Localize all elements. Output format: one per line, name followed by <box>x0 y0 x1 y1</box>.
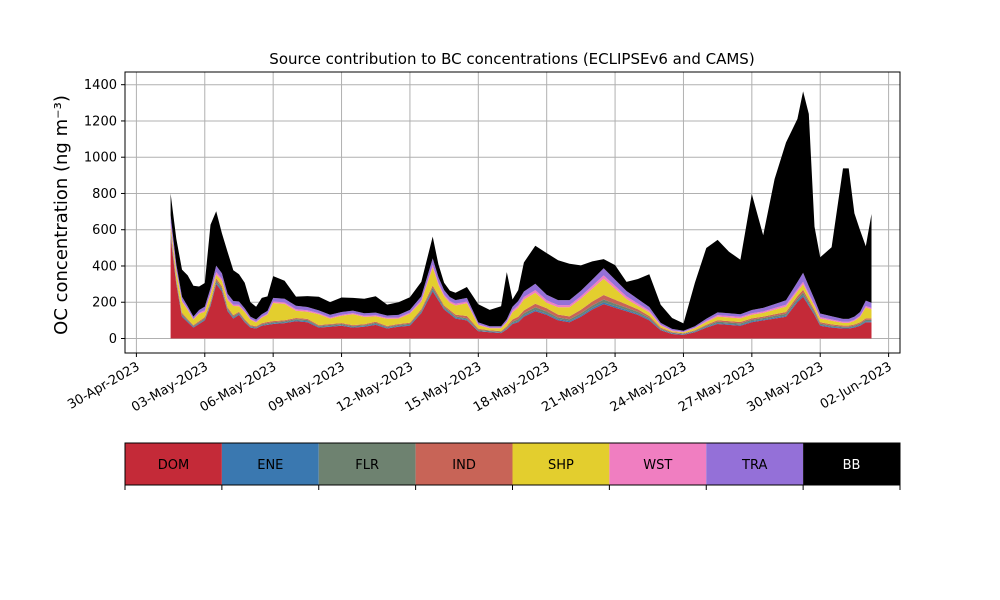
x-axis-ticks: 30-Apr-202303-May-202306-May-202309-May-… <box>65 353 895 415</box>
y-tick-label: 800 <box>92 187 117 202</box>
legend-swatch-dom <box>125 443 222 485</box>
x-tick-label: 02-Jun-2023 <box>818 359 895 412</box>
legend-label: SHP <box>548 458 574 473</box>
area-series-bb <box>170 91 872 331</box>
y-tick-label: 0 <box>109 332 117 347</box>
legend-label: ENE <box>257 458 283 473</box>
legend-swatch-bb <box>803 443 900 485</box>
x-tick-label: 06-May-2023 <box>197 359 279 415</box>
legend-label: IND <box>452 458 476 473</box>
x-tick-label: 24-May-2023 <box>608 359 690 415</box>
stacked-areas <box>170 91 872 339</box>
legend: DOM ENE FLR IND SHP WST TRA BB <box>124 442 901 490</box>
x-tick-label: 27-May-2023 <box>676 359 758 415</box>
plot-frame <box>124 71 901 354</box>
legend-swatch-wst <box>609 443 707 485</box>
legend-label: DOM <box>158 458 189 473</box>
x-tick-label: 21-May-2023 <box>539 359 621 415</box>
legend-swatch-ene <box>221 443 319 485</box>
y-axis-label: OC concentration (ng m⁻³) <box>51 95 72 335</box>
area-series-shp <box>170 226 872 334</box>
x-tick-label: 18-May-2023 <box>471 359 553 415</box>
x-tick-label: 12-May-2023 <box>334 359 416 415</box>
area-series-dom <box>170 237 872 339</box>
legend-label: TRA <box>741 458 767 473</box>
x-tick-label: 09-May-2023 <box>266 359 348 415</box>
legend-swatch-ind <box>415 443 513 485</box>
legend-swatch-flr <box>318 443 416 485</box>
legend-swatch-shp <box>512 443 610 485</box>
x-tick-label: 30-May-2023 <box>745 359 827 415</box>
x-tick-label: 15-May-2023 <box>403 359 485 415</box>
x-tick-label: 03-May-2023 <box>129 359 211 415</box>
y-axis-ticks: 0 200 400 600 800 1000 1200 1400 <box>84 78 125 347</box>
legend-swatch-tra <box>706 443 804 485</box>
y-tick-label: 200 <box>92 296 117 311</box>
y-tick-label: 1400 <box>84 78 117 93</box>
legend-label: WST <box>643 458 672 473</box>
y-tick-label: 400 <box>92 259 117 274</box>
y-tick-label: 1200 <box>84 114 117 129</box>
y-tick-label: 600 <box>92 223 117 238</box>
legend-label: BB <box>843 458 861 473</box>
legend-label: FLR <box>355 458 379 473</box>
chart-title: Source contribution to BC concentrations… <box>269 50 754 68</box>
y-tick-label: 1000 <box>84 151 117 166</box>
